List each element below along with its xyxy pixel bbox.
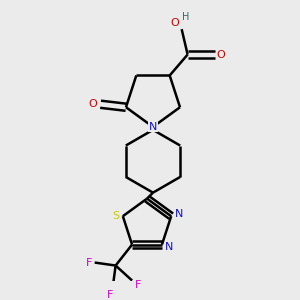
Text: N: N <box>149 122 157 132</box>
Text: N: N <box>149 122 157 132</box>
Text: H: H <box>182 12 190 22</box>
Text: F: F <box>106 290 113 299</box>
Text: O: O <box>171 18 179 28</box>
Text: F: F <box>85 257 92 268</box>
Text: S: S <box>113 211 120 221</box>
Text: N: N <box>175 209 183 219</box>
Text: N: N <box>165 242 174 252</box>
Text: O: O <box>89 99 98 109</box>
Text: O: O <box>217 50 226 59</box>
Text: F: F <box>135 280 141 290</box>
